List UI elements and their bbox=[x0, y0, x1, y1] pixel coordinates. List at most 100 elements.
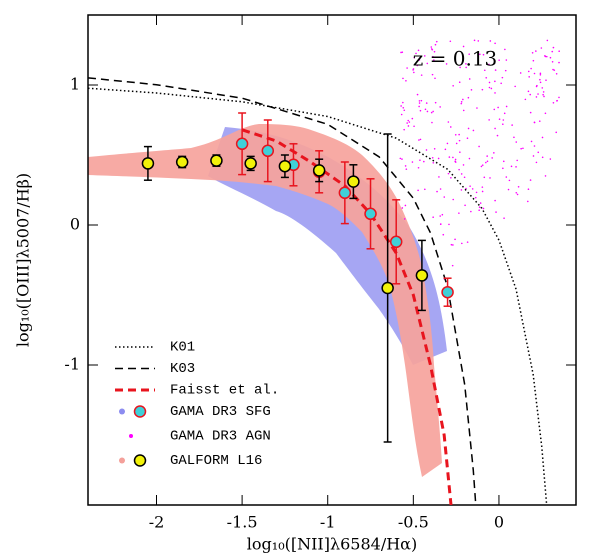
legend-dot bbox=[129, 434, 133, 438]
agn-dot bbox=[438, 176, 440, 178]
agn-dot bbox=[483, 176, 486, 179]
agn-dot bbox=[460, 173, 463, 175]
agn-dot bbox=[544, 55, 546, 57]
agn-dot bbox=[400, 51, 402, 54]
agn-dot bbox=[494, 80, 496, 83]
agn-dot bbox=[488, 63, 490, 66]
point bbox=[347, 175, 360, 188]
agn-dot bbox=[533, 145, 536, 147]
agn-dot bbox=[522, 147, 524, 150]
agn-dot bbox=[420, 99, 423, 102]
agn-dot bbox=[539, 73, 542, 76]
agn-dot bbox=[505, 176, 508, 178]
agn-dot bbox=[516, 193, 519, 196]
agn-dot bbox=[479, 53, 481, 56]
agn-dot bbox=[418, 105, 420, 108]
agn-dot bbox=[505, 105, 508, 108]
agn-dot bbox=[465, 66, 467, 69]
agn-dot bbox=[418, 139, 420, 141]
agn-dot bbox=[543, 95, 545, 98]
agn-dot bbox=[411, 161, 414, 163]
agn-dot bbox=[433, 59, 435, 61]
agn-dot bbox=[440, 223, 442, 225]
agn-dot bbox=[542, 91, 545, 93]
agn-dot bbox=[493, 152, 495, 154]
agn-dot bbox=[494, 42, 496, 45]
agn-dot bbox=[411, 117, 414, 120]
agn-dot bbox=[541, 87, 544, 89]
agn-dot bbox=[488, 119, 490, 121]
agn-dot bbox=[558, 61, 560, 64]
agn-dot bbox=[482, 53, 485, 56]
x-tick-label: -1 bbox=[320, 513, 336, 532]
point bbox=[244, 157, 257, 170]
agn-dot bbox=[545, 55, 548, 58]
agn-dot bbox=[478, 206, 481, 209]
agn-dot bbox=[515, 141, 518, 143]
agn-dot bbox=[430, 46, 433, 48]
agn-dot bbox=[406, 67, 408, 69]
agn-dot bbox=[419, 138, 422, 141]
agn-dot bbox=[481, 88, 484, 91]
agn-dot bbox=[485, 76, 488, 79]
agn-dot bbox=[433, 50, 436, 53]
agn-dot bbox=[502, 119, 505, 121]
agn-dot bbox=[544, 112, 547, 115]
agn-dot bbox=[529, 179, 532, 181]
agn-dot bbox=[502, 123, 504, 126]
agn-dot bbox=[452, 84, 454, 87]
agn-dot bbox=[516, 159, 518, 162]
agn-dot bbox=[454, 160, 456, 163]
agn-dot bbox=[425, 149, 428, 151]
agn-dot bbox=[503, 217, 505, 219]
agn-dot bbox=[432, 216, 434, 219]
agn-dot bbox=[403, 128, 405, 131]
agn-dot bbox=[434, 101, 437, 104]
agn-dot bbox=[462, 109, 465, 112]
agn-dot bbox=[458, 133, 460, 136]
point bbox=[210, 154, 223, 167]
agn-dot bbox=[488, 81, 491, 84]
agn-dot bbox=[544, 175, 547, 177]
agn-dot bbox=[449, 40, 452, 43]
agn-dot bbox=[417, 166, 420, 169]
agn-dot bbox=[442, 233, 445, 236]
agn-dot bbox=[458, 81, 461, 84]
agn-dot bbox=[432, 162, 435, 164]
legend-label: K03 bbox=[170, 361, 195, 377]
agn-dot bbox=[431, 48, 434, 51]
galform-cloud bbox=[88, 124, 442, 477]
agn-dot bbox=[553, 69, 556, 71]
agn-dot bbox=[515, 166, 517, 168]
agn-dot bbox=[467, 127, 470, 130]
agn-dot bbox=[458, 212, 460, 214]
agn-dot bbox=[533, 72, 536, 75]
agn-dot bbox=[445, 63, 448, 65]
agn-dot bbox=[549, 158, 552, 160]
agn-dot bbox=[505, 59, 508, 61]
y-axis-label: log₁₀([OIII]λ5007/Hβ) bbox=[14, 173, 33, 347]
agn-dot bbox=[500, 82, 502, 85]
y-tick-label: -1 bbox=[64, 355, 80, 374]
legend-label: Faisst et al. bbox=[170, 383, 279, 399]
agn-dot bbox=[473, 39, 476, 42]
agn-dot bbox=[417, 189, 419, 192]
agn-dot bbox=[468, 157, 471, 160]
agn-dot bbox=[527, 188, 530, 191]
agn-dot bbox=[494, 92, 496, 94]
agn-dot bbox=[402, 101, 404, 104]
agn-dot bbox=[401, 207, 404, 209]
agn-dot bbox=[530, 140, 533, 143]
agn-dot bbox=[532, 155, 535, 157]
agn-dot bbox=[450, 243, 453, 246]
agn-dot bbox=[448, 223, 450, 226]
agn-dot bbox=[486, 155, 488, 157]
agn-dot bbox=[481, 186, 484, 188]
agn-dot bbox=[404, 165, 407, 167]
agn-dot bbox=[490, 87, 493, 90]
legend-label: GALFORM L16 bbox=[170, 453, 262, 469]
agn-dot bbox=[463, 176, 466, 179]
agn-dot bbox=[526, 200, 529, 203]
agn-dot bbox=[510, 165, 513, 168]
